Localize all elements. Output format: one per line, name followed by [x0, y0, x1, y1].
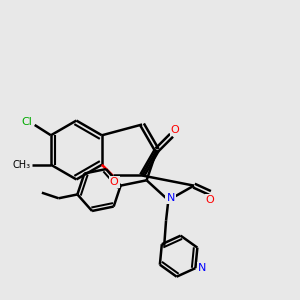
Text: O: O	[110, 177, 118, 187]
Text: O: O	[171, 125, 179, 135]
Text: CH₃: CH₃	[12, 160, 31, 170]
Text: N: N	[198, 263, 206, 273]
Text: Cl: Cl	[21, 117, 32, 127]
Text: N: N	[167, 193, 175, 203]
Text: O: O	[206, 195, 214, 205]
